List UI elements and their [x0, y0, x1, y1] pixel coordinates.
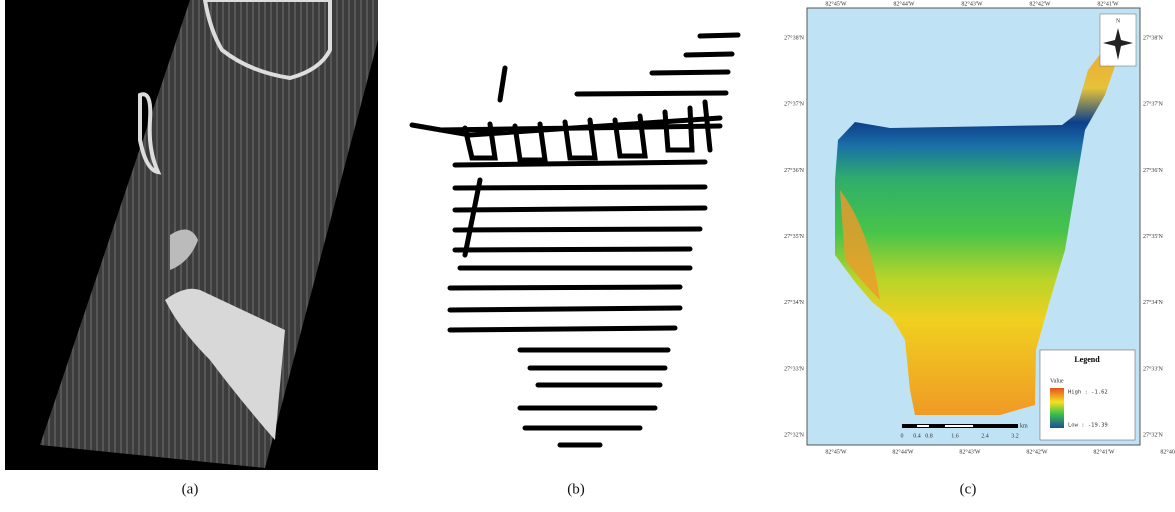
top-label: 82°41'W	[1097, 0, 1118, 7]
panel-caption: (a)	[182, 481, 199, 497]
scale-label: 0.8	[925, 433, 933, 439]
panel-c: N Legend Value High : -1.62 Low : -19.39…	[807, 8, 1140, 445]
top-label: 82°44'W	[893, 0, 914, 7]
track	[686, 54, 732, 55]
top-label: 82°45'W	[825, 0, 846, 7]
left-label: 27°37'N	[784, 101, 804, 108]
left-label: 27°34'N	[784, 299, 804, 306]
scale-label: 2.4	[981, 433, 989, 439]
right-label: 27°36'N	[1143, 167, 1163, 174]
panel-caption: (b)	[567, 481, 585, 497]
figure: N Legend Value High : -1.62 Low : -19.39…	[0, 0, 1175, 507]
left-label: 27°38'N	[784, 34, 804, 41]
scale-label: 0	[901, 433, 904, 439]
scale-bar	[902, 424, 1018, 428]
panel-a	[5, 0, 378, 470]
track	[450, 162, 705, 445]
scale-label: 1.6	[951, 433, 959, 439]
bottom-label: 82°44'W	[892, 448, 913, 455]
bottom-label: 82°43'W	[959, 448, 980, 455]
right-label: 27°33'N	[1143, 365, 1163, 372]
panel-b	[412, 35, 738, 445]
scale-label: 3.2	[1011, 433, 1019, 439]
bottom-label: 82°45'W	[825, 448, 846, 455]
track	[465, 180, 480, 255]
right-label: 27°32'N	[1143, 432, 1163, 439]
legend-title: Legend	[1074, 355, 1100, 364]
track	[500, 68, 505, 100]
left-label: 27°36'N	[784, 167, 804, 174]
bottom-label: 82°40'W	[1160, 448, 1175, 455]
track	[700, 35, 738, 36]
right-label: 27°35'N	[1143, 233, 1163, 240]
compass-label: N	[1116, 18, 1121, 24]
track	[577, 93, 726, 94]
bottom-label: 82°42'W	[1026, 448, 1047, 455]
legend-high: High : -1.62	[1068, 390, 1108, 396]
scale-unit: km	[1020, 423, 1028, 429]
legend-subtitle: Value	[1050, 378, 1064, 384]
bottom-label: 82°41'W	[1093, 448, 1114, 455]
panel-caption: (c)	[960, 481, 977, 497]
left-label: 27°35'N	[784, 233, 804, 240]
top-label: 82°43'W	[961, 0, 982, 7]
right-label: 27°34'N	[1143, 299, 1163, 306]
top-label: 82°42'W	[1029, 0, 1050, 7]
legend-colorbar	[1050, 388, 1064, 428]
track	[652, 72, 728, 73]
right-label: 27°37'N	[1143, 101, 1163, 108]
left-label: 27°33'N	[784, 365, 804, 372]
left-label: 27°32'N	[784, 432, 804, 439]
legend-low: Low : -19.39	[1068, 423, 1108, 429]
scale-label: 0.4	[913, 433, 921, 439]
right-label: 27°38'N	[1143, 34, 1163, 41]
